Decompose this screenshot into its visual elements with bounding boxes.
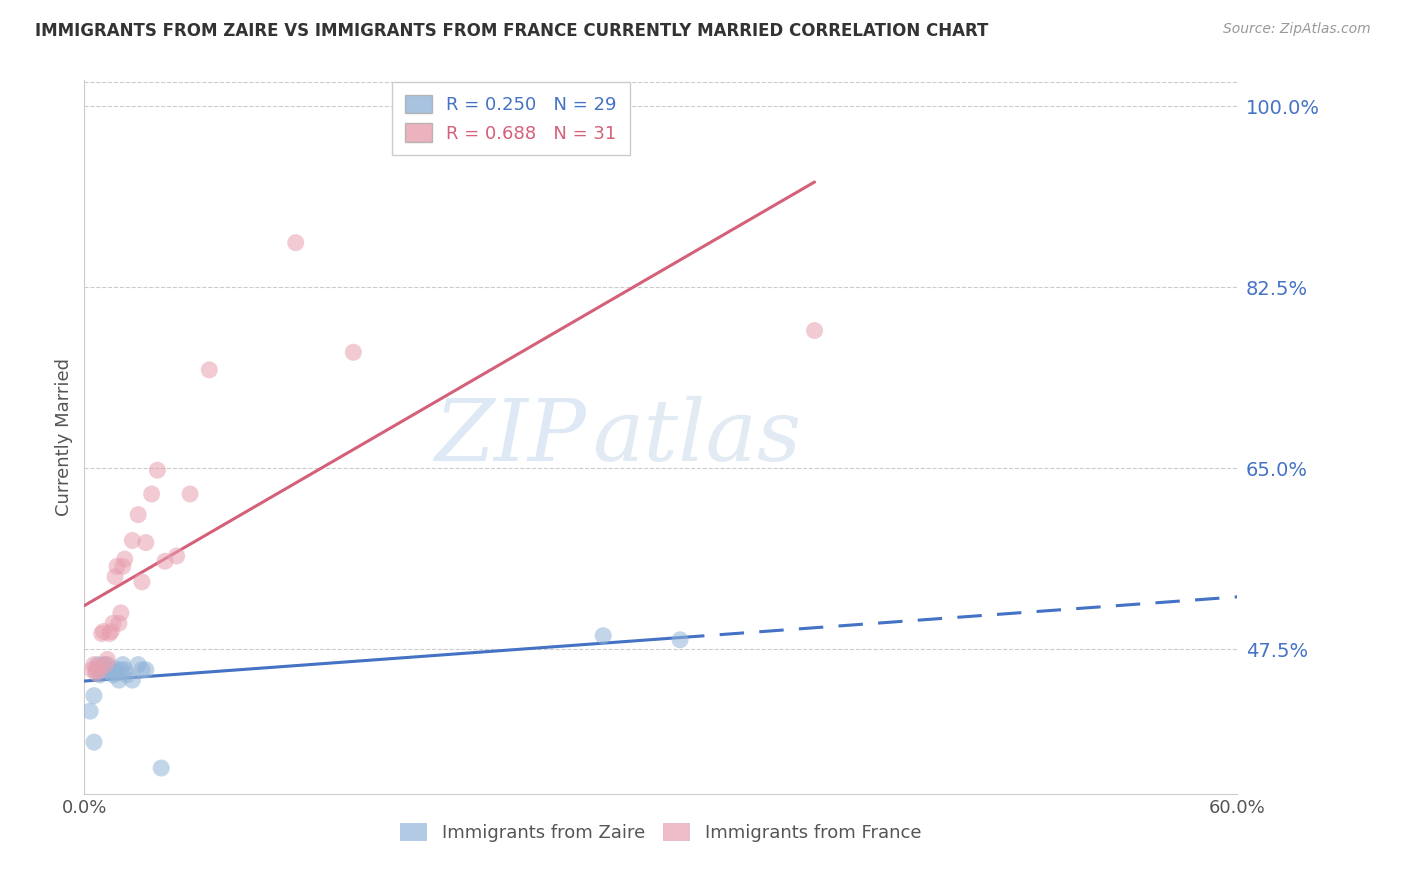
Point bbox=[121, 533, 143, 548]
Y-axis label: Currently Married: Currently Married bbox=[55, 358, 73, 516]
Point bbox=[93, 659, 115, 673]
Legend: Immigrants from Zaire, Immigrants from France: Immigrants from Zaire, Immigrants from F… bbox=[394, 815, 928, 849]
Point bbox=[83, 735, 105, 749]
Point bbox=[87, 659, 110, 673]
Text: IMMIGRANTS FROM ZAIRE VS IMMIGRANTS FROM FRANCE CURRENTLY MARRIED CORRELATION CH: IMMIGRANTS FROM ZAIRE VS IMMIGRANTS FROM… bbox=[35, 22, 988, 40]
Point bbox=[103, 616, 124, 631]
Text: ZIP: ZIP bbox=[434, 396, 586, 478]
Point bbox=[179, 487, 201, 501]
Point bbox=[121, 673, 143, 687]
Point bbox=[198, 363, 221, 377]
Point bbox=[94, 663, 117, 677]
Point bbox=[83, 689, 105, 703]
Point bbox=[100, 624, 122, 639]
Point bbox=[100, 665, 122, 680]
Point bbox=[803, 324, 825, 338]
Point bbox=[79, 704, 101, 718]
Point bbox=[84, 663, 107, 677]
Text: Source: ZipAtlas.com: Source: ZipAtlas.com bbox=[1223, 22, 1371, 37]
Point bbox=[111, 559, 134, 574]
Point bbox=[90, 626, 112, 640]
Point bbox=[89, 663, 111, 677]
Point bbox=[105, 665, 128, 680]
Point bbox=[94, 657, 117, 672]
Point bbox=[342, 345, 364, 359]
Point bbox=[150, 761, 173, 775]
Point bbox=[141, 487, 163, 501]
Point bbox=[83, 657, 105, 672]
Point bbox=[127, 508, 149, 522]
Point bbox=[135, 535, 157, 549]
Point bbox=[98, 663, 121, 677]
Point bbox=[135, 663, 157, 677]
Point bbox=[592, 629, 614, 643]
Point bbox=[104, 662, 127, 676]
Point bbox=[127, 657, 149, 672]
Point bbox=[103, 668, 124, 682]
Point bbox=[84, 665, 107, 680]
Point bbox=[104, 570, 127, 584]
Text: atlas: atlas bbox=[592, 396, 801, 478]
Point bbox=[89, 663, 111, 677]
Point bbox=[96, 652, 118, 666]
Point bbox=[131, 663, 153, 677]
Point bbox=[93, 657, 115, 672]
Point bbox=[90, 663, 112, 677]
Point bbox=[105, 559, 128, 574]
Point bbox=[111, 657, 134, 672]
Point bbox=[98, 626, 121, 640]
Point bbox=[87, 657, 110, 672]
Point bbox=[114, 552, 136, 566]
Point bbox=[166, 549, 188, 563]
Point bbox=[115, 668, 138, 682]
Point bbox=[146, 463, 169, 477]
Point bbox=[669, 632, 692, 647]
Point bbox=[80, 663, 103, 677]
Point bbox=[108, 616, 131, 631]
Point bbox=[108, 673, 131, 687]
Point bbox=[153, 554, 176, 568]
Point bbox=[96, 657, 118, 672]
Point bbox=[110, 606, 132, 620]
Point bbox=[110, 663, 132, 677]
Point bbox=[131, 574, 153, 589]
Point bbox=[89, 668, 111, 682]
Point bbox=[93, 624, 115, 639]
Point bbox=[284, 235, 307, 250]
Point bbox=[114, 663, 136, 677]
